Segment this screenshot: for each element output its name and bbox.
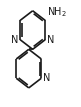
Text: NH$_2$: NH$_2$ [47, 6, 67, 19]
Text: N: N [11, 35, 18, 45]
Text: N: N [43, 73, 50, 83]
Text: N: N [47, 35, 54, 45]
